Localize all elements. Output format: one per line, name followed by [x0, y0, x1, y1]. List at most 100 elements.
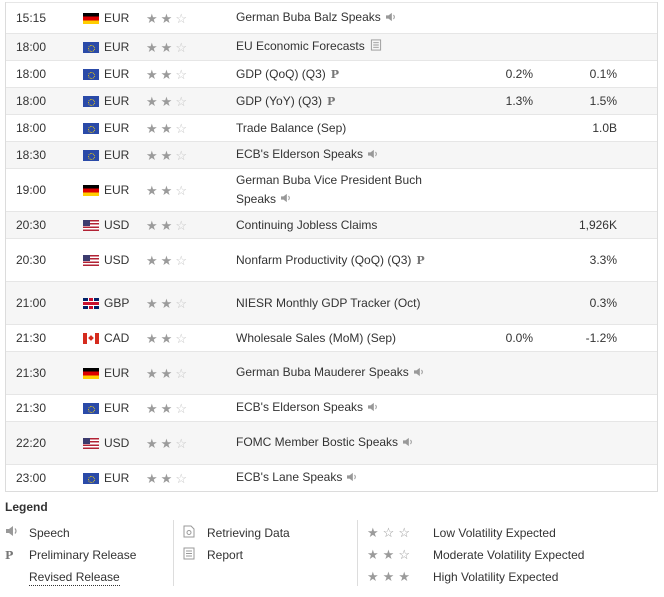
- legend-revised-label[interactable]: Revised Release: [29, 570, 120, 586]
- event-time: 18:00: [16, 94, 47, 108]
- volatility-stars: ★ ★ ☆: [146, 95, 187, 108]
- event-time: 18:00: [16, 40, 47, 54]
- event-time: 18:00: [16, 121, 47, 135]
- volatility-stars: ★ ★ ☆: [146, 297, 187, 310]
- event-row[interactable]: 21:30 EUR ★ ★ ☆ German Buba Mauderer Speaks: [6, 351, 657, 394]
- event-currency: USD: [104, 218, 130, 232]
- event-title[interactable]: Continuing Jobless Claims: [236, 217, 378, 232]
- event-currency: EUR: [104, 471, 130, 485]
- event-title-cell[interactable]: Wholesale Sales (MoM) (Sep): [236, 329, 436, 348]
- event-title-cell[interactable]: FOMC Member Bostic Speaks: [236, 433, 436, 452]
- star-icon: ★: [146, 470, 158, 486]
- event-title[interactable]: GDP (YoY) (Q3): [236, 93, 323, 108]
- event-title-cell[interactable]: NIESR Monthly GDP Tracker (Oct): [236, 294, 436, 313]
- event-row[interactable]: 15:15 EUR ★ ★ ☆ German Buba Balz Speaks: [6, 2, 657, 33]
- preliminary-icon: P: [330, 67, 340, 81]
- event-title-cell[interactable]: GDP (YoY) (Q3) P: [236, 92, 436, 111]
- event-actual: 1.3%: [505, 94, 533, 108]
- event-row[interactable]: 22:20 USD ★ ★ ☆ FOMC Member Bostic Speaks: [6, 421, 657, 464]
- event-title-cell[interactable]: German Buba Balz Speaks: [236, 8, 436, 27]
- event-title-cell[interactable]: Trade Balance (Sep): [236, 119, 436, 138]
- speaker-icon: [5, 525, 25, 541]
- event-title[interactable]: German Buba Mauderer Speaks: [236, 365, 409, 380]
- volatility-stars: ★ ★ ☆: [146, 367, 187, 380]
- star-icon: ★: [160, 470, 173, 486]
- event-row[interactable]: 18:00 EUR ★ ★ ☆ GDP (QoQ) (Q3) P 0.2% 0.1%: [6, 60, 657, 87]
- event-time: 18:00: [16, 67, 47, 81]
- event-currency: EUR: [104, 94, 130, 108]
- event-previous: 1.5%: [589, 94, 617, 108]
- event-title[interactable]: ECB's Elderson Speaks: [236, 147, 364, 162]
- event-title-cell[interactable]: GDP (QoQ) (Q3) P: [236, 65, 436, 84]
- event-row[interactable]: 21:00 GBP ★ ★ ☆ NIESR Monthly GDP Tracker (Oc…: [6, 281, 657, 324]
- event-title-cell[interactable]: ECB's Elderson Speaks: [236, 398, 436, 417]
- event-currency: EUR: [104, 40, 130, 54]
- event-title[interactable]: German Buba Vice President Buch Speaks: [236, 172, 422, 206]
- event-title[interactable]: ECB's Lane Speaks: [236, 470, 343, 485]
- moderate-volatility-stars-icon: ★ ★ ☆: [367, 547, 410, 562]
- event-time: 19:00: [16, 183, 47, 197]
- star-icon: ☆: [175, 400, 187, 416]
- event-title[interactable]: EU Economic Forecasts: [236, 39, 365, 54]
- event-row[interactable]: 18:00 EUR ★ ★ ☆ Trade Balance (Sep) 1.0B: [6, 114, 657, 141]
- flag-icon: [83, 332, 99, 344]
- event-title-cell[interactable]: German Buba Mauderer Speaks: [236, 363, 436, 382]
- event-row[interactable]: 21:30 EUR ★ ★ ☆ ECB's Elderson Speaks: [6, 394, 657, 421]
- event-previous: -1.2%: [585, 331, 617, 345]
- event-title[interactable]: Wholesale Sales (MoM) (Sep): [236, 330, 397, 345]
- star-icon: ★: [160, 365, 173, 381]
- event-title[interactable]: ECB's Elderson Speaks: [236, 400, 364, 415]
- legend: Legend Speech P Preliminary Release Revi…: [5, 500, 656, 586]
- event-row[interactable]: 18:00 EUR ★ ★ ☆ GDP (YoY) (Q3) P 1.3% 1.5%: [6, 87, 657, 114]
- event-row[interactable]: 19:00 EUR ★ ★ ☆ German Buba Vice President Bu…: [6, 168, 657, 211]
- event-title[interactable]: Trade Balance (Sep): [236, 120, 347, 135]
- event-title[interactable]: FOMC Member Bostic Speaks: [236, 435, 399, 450]
- event-title-cell[interactable]: German Buba Vice President Buch Speaks: [236, 171, 436, 209]
- event-title[interactable]: Nonfarm Productivity (QoQ) (Q3): [236, 252, 412, 267]
- event-title[interactable]: NIESR Monthly GDP Tracker (Oct): [236, 295, 421, 310]
- flag-icon: [83, 41, 99, 53]
- event-currency: USD: [104, 253, 130, 267]
- star-icon: ★: [146, 182, 158, 198]
- legend-high-label: High Volatility Expected: [433, 570, 559, 584]
- star-icon: ★: [146, 10, 158, 26]
- event-row[interactable]: 23:00 EUR ★ ★ ☆ ECB's Lane Speaks: [6, 464, 657, 491]
- event-currency: EUR: [104, 121, 130, 135]
- event-row[interactable]: 18:30 EUR ★ ★ ☆ ECB's Elderson Speaks: [6, 141, 657, 168]
- event-title-cell[interactable]: Continuing Jobless Claims: [236, 216, 436, 235]
- star-icon: ☆: [175, 120, 187, 136]
- volatility-stars: ★ ★ ☆: [146, 472, 187, 485]
- star-icon: ★: [146, 365, 158, 381]
- event-row[interactable]: 20:30 USD ★ ★ ☆ Continuing Jobless Claims 1,92…: [6, 211, 657, 238]
- event-row[interactable]: 20:30 USD ★ ★ ☆ Nonfarm Productivity (QoQ) (Q…: [6, 238, 657, 281]
- report-icon[interactable]: [370, 38, 382, 57]
- star-icon: ★: [160, 217, 173, 233]
- event-title-cell[interactable]: EU Economic Forecasts: [236, 37, 436, 56]
- event-row[interactable]: 21:30 CAD ★ ★ ☆ Wholesale Sales (MoM) (Sep) 0.…: [6, 324, 657, 351]
- event-title[interactable]: German Buba Balz Speaks: [236, 10, 381, 25]
- star-icon: ☆: [175, 10, 187, 26]
- event-time: 20:30: [16, 253, 47, 267]
- event-title-cell[interactable]: ECB's Elderson Speaks: [236, 145, 436, 164]
- event-row[interactable]: 18:00 EUR ★ ★ ☆ EU Economic Forecasts: [6, 33, 657, 60]
- legend-divider: [173, 520, 174, 586]
- legend-title: Legend: [5, 500, 48, 514]
- event-currency: EUR: [104, 11, 130, 25]
- star-icon: ★: [160, 330, 173, 346]
- star-icon: ★: [160, 252, 173, 268]
- flag-icon: [83, 297, 99, 309]
- legend-retrieving-label: Retrieving Data: [207, 526, 290, 540]
- speaker-icon: [402, 434, 414, 453]
- economic-calendar-table: 15:15 EUR ★ ★ ☆ German Buba Balz Speaks 18:00 E…: [5, 2, 658, 492]
- event-title-cell[interactable]: Nonfarm Productivity (QoQ) (Q3) P: [236, 251, 436, 270]
- star-icon: ☆: [175, 252, 187, 268]
- star-icon: ★: [160, 120, 173, 136]
- event-title-cell[interactable]: ECB's Lane Speaks: [236, 468, 436, 487]
- event-actual: 0.0%: [505, 331, 533, 345]
- event-time: 21:30: [16, 401, 47, 415]
- event-title[interactable]: GDP (QoQ) (Q3): [236, 66, 326, 81]
- star-icon: ★: [160, 93, 173, 109]
- star-icon: ★: [146, 435, 158, 451]
- star-icon: ☆: [175, 330, 187, 346]
- speaker-icon: [413, 364, 425, 383]
